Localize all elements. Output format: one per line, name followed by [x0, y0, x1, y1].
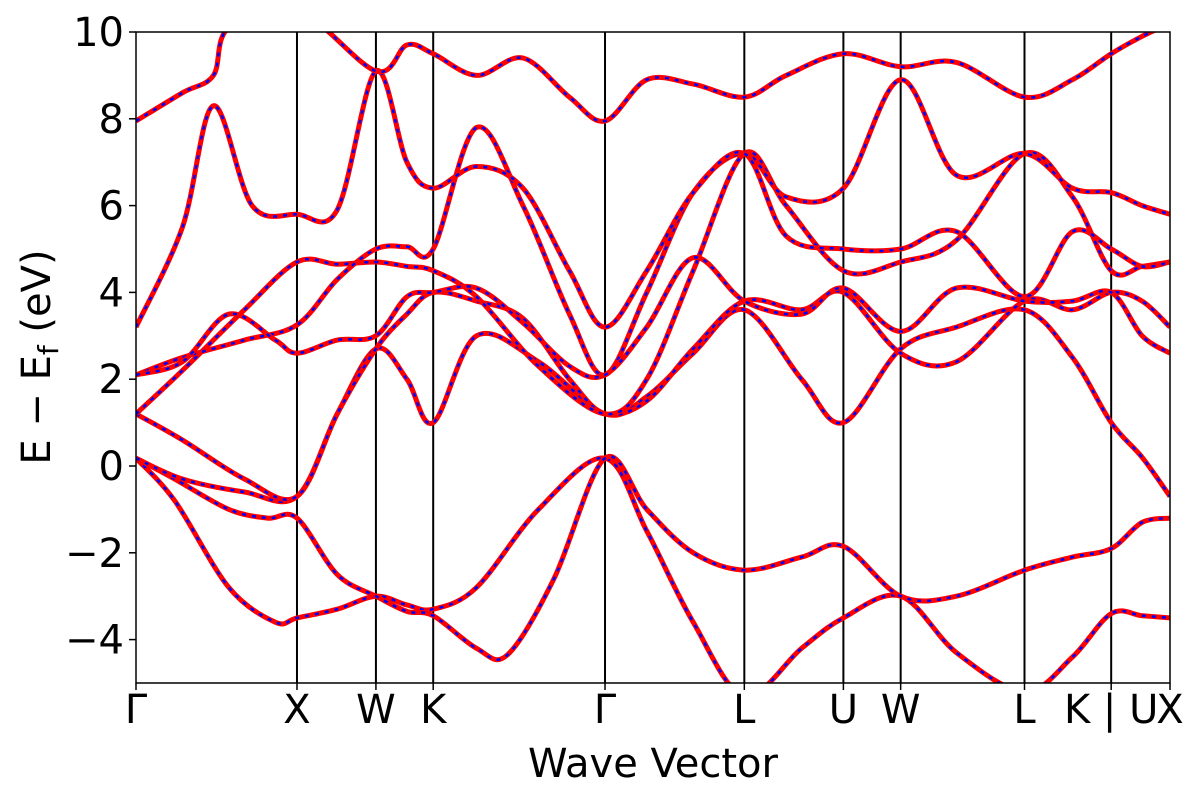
- x-tick-label: W: [356, 687, 396, 733]
- plot-frame: [135, 31, 1171, 684]
- y-axis-title-sub: f: [32, 344, 65, 355]
- band-line-blue-dashed: [136, 32, 1154, 123]
- y-axis-title: E − Ef (eV): [14, 249, 65, 464]
- band-line-red: [136, 453, 1170, 663]
- band-line-red: [136, 149, 1170, 417]
- band-line-red: [136, 68, 1170, 330]
- x-tick-label: X: [1156, 687, 1183, 733]
- y-tick-label: 0: [99, 444, 124, 490]
- band-line-red: [136, 306, 1170, 505]
- x-tick-label: Γ: [125, 687, 148, 733]
- band-line-red: [136, 455, 1170, 683]
- x-tick-label: U: [829, 687, 858, 733]
- y-tick-label: −4: [65, 618, 124, 664]
- y-tick-label: 2: [99, 357, 124, 403]
- x-axis-title: Wave Vector: [528, 741, 779, 787]
- band-line-blue-dashed: [136, 307, 1170, 503]
- band-line-blue-dashed: [136, 69, 1170, 329]
- x-tick-label: Γ: [594, 687, 617, 733]
- band-line-blue-dashed: [136, 78, 1170, 377]
- x-tick-label: L: [1013, 687, 1036, 733]
- x-tick-label: K | U: [1064, 687, 1158, 733]
- band-line-red: [136, 32, 1157, 124]
- band-line-blue-dashed: [136, 456, 1170, 683]
- band-line-red: [136, 255, 1170, 381]
- y-tick-label: 8: [99, 97, 124, 143]
- y-axis-title-unit: (eV): [14, 249, 60, 345]
- y-axis: −4 −2 0 2 4 6 8 10: [65, 10, 136, 664]
- x-tick-label: L: [733, 687, 756, 733]
- x-tick-label: K: [420, 687, 448, 733]
- y-axis-title-main: E − E: [14, 355, 60, 465]
- band-line-blue-dashed: [136, 455, 1170, 661]
- band-line-red: [136, 77, 1170, 378]
- bands: [136, 32, 1170, 683]
- y-tick-label: 10: [73, 10, 124, 56]
- y-tick-label: −2: [65, 531, 124, 577]
- x-tick-label: X: [283, 687, 310, 733]
- x-tick-label: W: [881, 687, 921, 733]
- y-tick-label: 6: [99, 184, 124, 230]
- y-tick-label: 4: [99, 270, 124, 316]
- band-line-red: [136, 288, 1170, 503]
- kpoint-lines: [295, 32, 1113, 683]
